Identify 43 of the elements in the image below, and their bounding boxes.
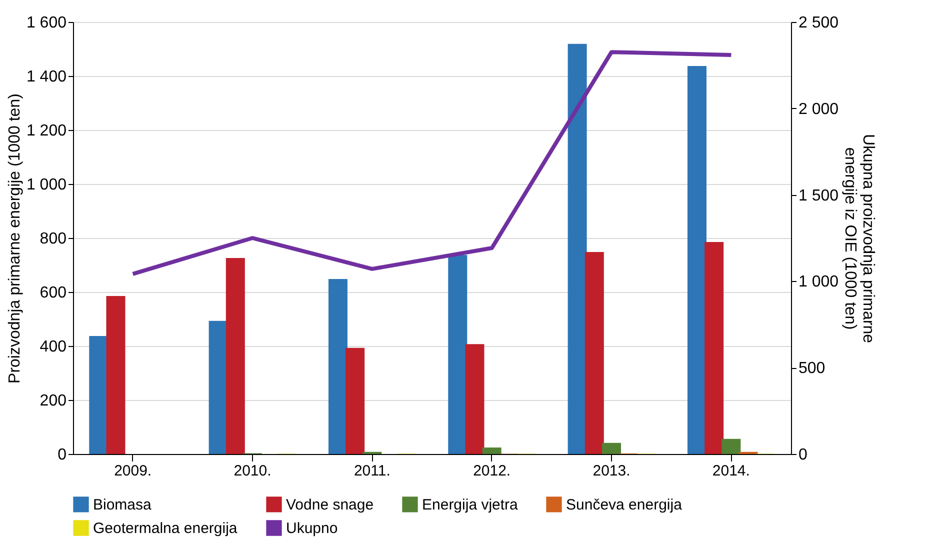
legend-label: Vodne snage	[286, 496, 374, 514]
y-tick-label: 1 000	[26, 176, 67, 194]
bar	[448, 255, 468, 454]
y2-tick-label: 0	[798, 446, 808, 464]
bar	[106, 296, 126, 454]
y2-tick-label: 2 500	[798, 14, 839, 32]
bar	[465, 344, 484, 454]
y2-tick-label: 2 000	[798, 100, 839, 118]
legend-label: Ukupno	[286, 520, 338, 537]
x-tick-label: 2014.	[712, 462, 750, 480]
y-tick-label: 1 200	[26, 122, 67, 140]
bar	[568, 44, 587, 454]
x-tick-label: 2013.	[592, 462, 630, 480]
legend-label: Energija vjetra	[422, 496, 519, 514]
bar	[704, 242, 724, 454]
x-tick-label: 2012.	[473, 462, 511, 480]
y2-axis-title: Ukupna proizvodnja primarne energije iz OIE (1000 ten)	[842, 134, 877, 344]
y2-tick-label: 500	[798, 360, 826, 378]
bar	[226, 258, 245, 454]
y-tick-label: 800	[40, 230, 67, 248]
bar	[328, 279, 348, 454]
y-tick-label: 200	[40, 392, 67, 410]
bar	[602, 442, 621, 454]
x-tick-label: 2011.	[354, 462, 390, 480]
bar	[722, 438, 741, 454]
line-series	[130, 50, 734, 276]
bar	[346, 348, 365, 454]
bar	[584, 252, 604, 454]
y2-tick-label: 1 000	[798, 274, 839, 291]
y-tick-label: 1 400	[26, 68, 67, 86]
y-tick-label: 1 600	[26, 14, 67, 32]
legend-label: Geotermalna energija	[93, 520, 238, 537]
bar	[482, 448, 502, 454]
x-tick-label: 2010.	[234, 462, 272, 480]
bar	[687, 66, 706, 454]
legend-label: Sunčeva energija	[566, 496, 683, 514]
y-axis-title: Proizvodnja primarne energije (1000 ten)	[6, 94, 24, 384]
y-tick-label: 400	[40, 338, 67, 356]
legend-label: Biomasa	[93, 496, 152, 514]
y-tick-label: 0	[58, 446, 67, 464]
y2-tick-label: 1 500	[798, 187, 839, 204]
y-tick-label: 600	[40, 284, 67, 302]
x-tick-label: 2009.	[114, 462, 152, 480]
